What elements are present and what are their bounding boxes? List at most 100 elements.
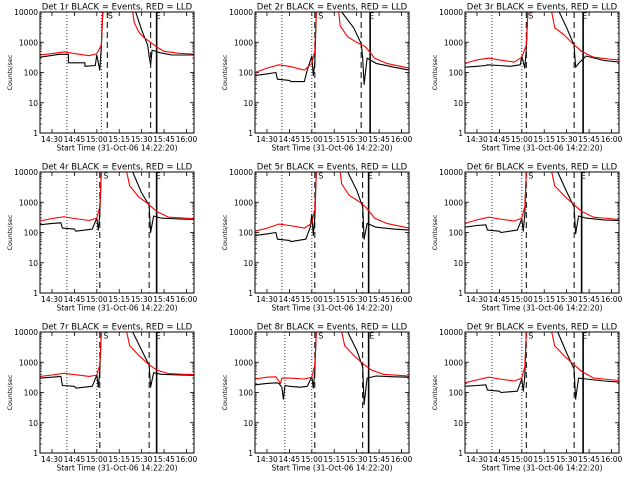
x-tick-label: 14:30 — [256, 295, 278, 304]
x-axis-label: Start Time (31-Oct-06 14:22:20) — [271, 464, 392, 473]
y-tick-label: 100 — [24, 389, 39, 398]
x-tick-label: 15:30 — [131, 455, 153, 464]
panel-det-9r: Det 9r BLACK = Events, RED = LLD 1 10 100 10… — [431, 323, 623, 473]
marker-s: S — [528, 332, 533, 341]
x-tick-label: 15:00 — [86, 455, 108, 464]
x-tick-label: 14:45 — [279, 455, 301, 464]
series-lld — [464, 171, 620, 224]
y-tick-label: 10000 — [439, 328, 463, 337]
series-lld — [254, 331, 410, 384]
x-tick-label: 14:45 — [64, 455, 86, 464]
x-tick-label: 15:15 — [108, 135, 130, 144]
panel-det-5r: Det 5r BLACK = Events, RED = LLD 1 10 100 10… — [221, 163, 413, 313]
series-events — [39, 171, 195, 234]
y-tick-label: 1 — [248, 449, 253, 458]
series-events — [254, 171, 410, 243]
y-tick-label: 10 — [453, 259, 463, 268]
y-tick-label: 10000 — [14, 328, 38, 337]
marker-s: S — [318, 172, 323, 181]
marker-s: S — [108, 12, 113, 21]
y-tick-label: 1000 — [19, 358, 38, 367]
y-tick-label: 1 — [33, 289, 38, 298]
marker-s: S — [318, 332, 323, 341]
marker-e: E — [369, 332, 374, 341]
x-tick-label: 15:00 — [511, 135, 533, 144]
panel-title: Det 4r BLACK = Events, RED = LLD — [42, 163, 193, 173]
panel-title: Det 8r BLACK = Events, RED = LLD — [257, 323, 408, 333]
y-tick-label: 10000 — [229, 168, 253, 177]
y-tick-label: 100 — [239, 389, 254, 398]
x-tick-label: 15:45 — [368, 135, 390, 144]
x-axis-label: Start Time (31-Oct-06 14:22:20) — [56, 144, 177, 153]
marker-e: E — [582, 12, 587, 21]
x-tick-label: 14:30 — [41, 295, 63, 304]
x-tick-label: 15:30 — [556, 295, 578, 304]
marker-e: E — [156, 12, 161, 21]
series-lld — [254, 11, 410, 74]
marker-e: E — [156, 332, 161, 341]
panel-det-7r: Det 7r BLACK = Events, RED = LLD 1 10 100 10… — [6, 323, 198, 473]
x-axis-label: Start Time (31-Oct-06 14:22:20) — [481, 144, 602, 153]
x-tick-label: 15:30 — [131, 295, 153, 304]
y-tick-label: 1000 — [234, 358, 253, 367]
marker-e: E — [581, 172, 586, 181]
x-tick-label: 15:30 — [131, 135, 153, 144]
y-tick-label: 1000 — [444, 198, 463, 207]
x-tick-label: 16:00 — [601, 135, 623, 144]
y-tick-label: 10000 — [229, 8, 253, 17]
y-tick-label: 10 — [28, 419, 38, 428]
y-axis-label: Counts/sec — [221, 54, 229, 90]
x-tick-label: 14:45 — [64, 295, 86, 304]
x-tick-label: 15:30 — [556, 135, 578, 144]
series-lld — [464, 11, 620, 64]
x-tick-label: 16:00 — [391, 455, 413, 464]
y-tick-label: 1 — [33, 129, 38, 138]
x-tick-label: 15:45 — [153, 135, 175, 144]
x-axis-label: Start Time (31-Oct-06 14:22:20) — [271, 144, 392, 153]
y-tick-label: 100 — [239, 69, 254, 78]
x-tick-label: 16:00 — [176, 135, 198, 144]
y-tick-label: 10 — [243, 99, 253, 108]
series-events — [39, 11, 194, 71]
series-lld — [254, 171, 410, 232]
x-tick-label: 14:45 — [279, 135, 301, 144]
y-axis-label: Counts/sec — [431, 214, 439, 250]
plot-frame — [254, 331, 410, 454]
y-tick-label: 100 — [449, 69, 464, 78]
marker-e: E — [156, 172, 161, 181]
x-tick-label: 15:30 — [346, 295, 368, 304]
y-tick-label: 10000 — [229, 328, 253, 337]
x-tick-label: 14:45 — [489, 295, 511, 304]
x-tick-label: 14:30 — [256, 135, 278, 144]
x-tick-label: 15:45 — [578, 455, 600, 464]
y-tick-label: 100 — [24, 69, 39, 78]
y-tick-label: 1000 — [234, 38, 253, 47]
y-tick-label: 1000 — [19, 198, 38, 207]
series-lld — [464, 331, 620, 384]
panel-det-1r: Det 1r BLACK = Events, RED = LLD 1 10 100 10… — [6, 3, 198, 153]
x-axis-label: Start Time (31-Oct-06 14:22:20) — [481, 304, 602, 313]
x-tick-label: 15:45 — [153, 455, 175, 464]
x-tick-label: 15:45 — [578, 295, 600, 304]
y-tick-label: 1 — [248, 289, 253, 298]
y-axis-label: Counts/sec — [221, 374, 229, 410]
y-axis-label: Counts/sec — [6, 374, 14, 410]
x-tick-label: 15:45 — [578, 135, 600, 144]
x-tick-label: 16:00 — [391, 135, 413, 144]
plot-frame — [39, 331, 195, 454]
x-tick-label: 15:15 — [533, 455, 555, 464]
y-tick-label: 100 — [24, 229, 39, 238]
y-tick-label: 10 — [243, 259, 253, 268]
x-tick-label: 14:30 — [466, 135, 488, 144]
y-tick-label: 10000 — [14, 8, 38, 17]
panel-det-4r: Det 4r BLACK = Events, RED = LLD 1 10 100 10… — [6, 163, 198, 313]
x-tick-label: 16:00 — [176, 295, 198, 304]
y-axis-label: Counts/sec — [221, 214, 229, 250]
series-events — [254, 11, 410, 86]
panel-det-8r: Det 8r BLACK = Events, RED = LLD 1 10 100 10… — [221, 323, 413, 473]
y-tick-label: 10000 — [439, 8, 463, 17]
series-events — [464, 331, 620, 400]
x-tick-label: 15:30 — [346, 455, 368, 464]
x-tick-label: 15:15 — [323, 295, 345, 304]
